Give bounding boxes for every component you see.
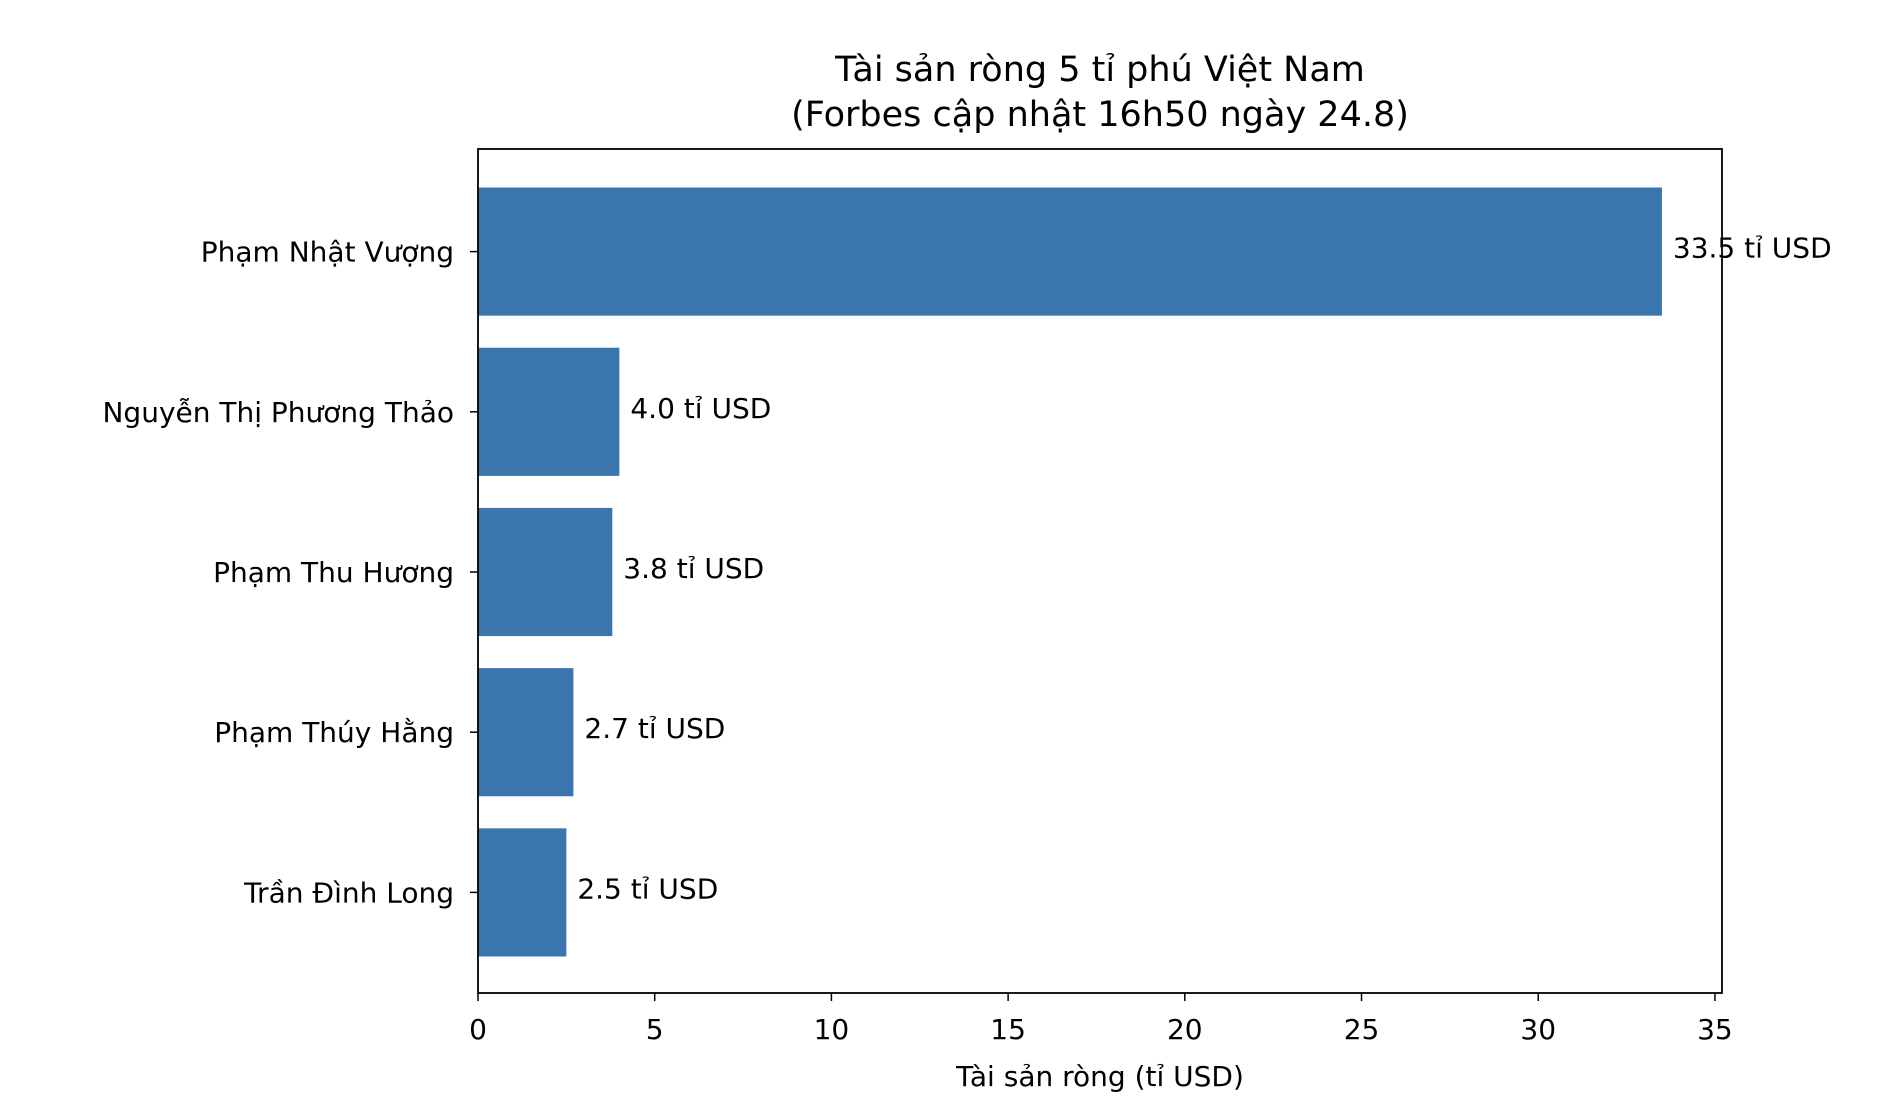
x-tick-label: 15 — [990, 1013, 1026, 1046]
chart-title: Tài sản ròng 5 tỉ phú Việt Nam — [834, 50, 1365, 90]
bar — [478, 187, 1662, 316]
value-label: 33.5 tỉ USD — [1673, 232, 1832, 265]
y-tick-label: Trần Đình Long — [243, 876, 454, 909]
y-tick-label: Nguyễn Thị Phương Thảo — [102, 396, 454, 429]
x-tick-label: 0 — [469, 1013, 487, 1046]
bar — [478, 828, 567, 957]
value-label: 4.0 tỉ USD — [630, 392, 771, 425]
chart-subtitle: (Forbes cập nhật 16h50 ngày 24.8) — [791, 95, 1409, 135]
bar — [478, 347, 620, 476]
value-label: 2.7 tỉ USD — [584, 712, 725, 745]
x-tick-label: 10 — [814, 1013, 850, 1046]
value-label: 3.8 tỉ USD — [623, 552, 764, 585]
x-tick-label: 25 — [1344, 1013, 1380, 1046]
x-tick-label: 30 — [1520, 1013, 1556, 1046]
x-axis-label: Tài sản ròng (tỉ USD) — [955, 1060, 1244, 1093]
y-tick-label: Phạm Nhật Vượng — [201, 236, 454, 269]
x-tick-label: 35 — [1697, 1013, 1733, 1046]
x-tick-label: 5 — [646, 1013, 664, 1046]
y-tick-label: Phạm Thu Hương — [213, 556, 454, 589]
bar — [478, 507, 613, 637]
x-tick-label: 20 — [1167, 1013, 1203, 1046]
plot-frame — [477, 148, 1723, 994]
y-tick-label: Phạm Thúy Hằng — [214, 716, 454, 749]
bar — [478, 668, 574, 797]
value-label: 2.5 tỉ USD — [577, 872, 718, 905]
